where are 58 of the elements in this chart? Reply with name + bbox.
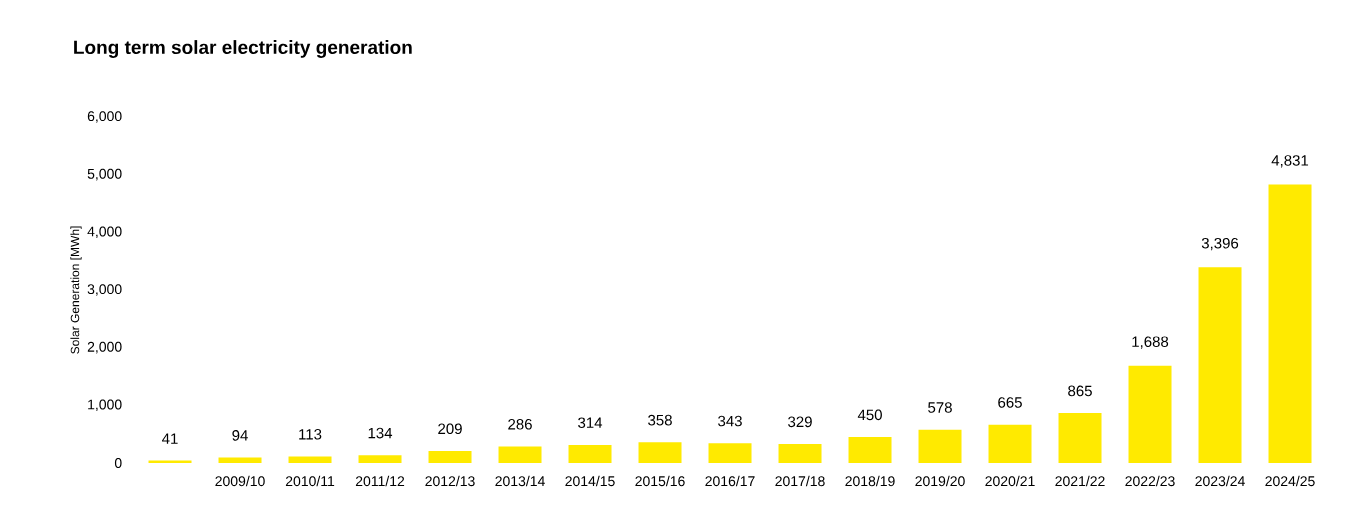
data-label: 329 [788, 416, 812, 428]
x-tick-label: 2009/10 [215, 475, 265, 487]
x-tick-label: 2010/11 [285, 475, 335, 487]
data-label: 286 [508, 419, 532, 430]
bar [848, 437, 892, 463]
data-label: 3,396 [1201, 237, 1239, 251]
x-tick-label: 2023/24 [1195, 475, 1245, 487]
bar [778, 444, 822, 463]
y-tick-label: 2,000 [87, 341, 122, 354]
bar [1268, 184, 1312, 463]
data-label: 134 [368, 427, 393, 439]
data-label: 209 [438, 423, 462, 435]
data-label: 113 [299, 428, 322, 440]
data-label: 865 [1068, 385, 1092, 397]
bar [428, 450, 472, 463]
y-tick-label: 4,000 [87, 226, 122, 239]
data-label: 450 [857, 409, 882, 421]
x-tick-label: 2015/16 [635, 475, 685, 487]
x-tick-label: 2014/15 [565, 475, 615, 487]
x-tick-label: 2016/17 [705, 475, 755, 487]
data-label: 41 [162, 433, 178, 444]
x-tick-label: 2013/14 [495, 475, 545, 487]
y-tick-label: 0 [114, 458, 122, 468]
chart-title: Long term solar electricity generation [74, 40, 412, 58]
x-tick-label: 2017/18 [775, 475, 825, 487]
bar [988, 424, 1032, 463]
x-tick-label: 2011/12 [355, 475, 405, 487]
bar [1058, 413, 1102, 463]
data-label: 343 [718, 415, 742, 427]
y-tick-label: 1,000 [88, 399, 122, 412]
x-tick-label: 2012/13 [425, 475, 475, 487]
x-tick-label: 2022/23 [1125, 475, 1175, 487]
bar [918, 429, 962, 463]
bar [288, 456, 332, 463]
data-label: 665 [998, 397, 1022, 408]
bar [568, 444, 612, 463]
data-label: 94 [232, 430, 248, 441]
y-tick-label: 5,000 [87, 168, 122, 181]
bar [638, 442, 682, 463]
x-tick-label: 2021/22 [1055, 475, 1105, 487]
data-label: 1,688 [1132, 336, 1169, 349]
y-tick-label: 3,000 [87, 284, 122, 296]
x-tick-label: 2019/20 [915, 475, 965, 487]
bar [1198, 267, 1242, 463]
x-tick-label: 2024/25 [1265, 475, 1315, 487]
y-axis-title: Solar Generation [MWh] [70, 226, 82, 354]
data-label: 4,831 [1271, 155, 1309, 168]
data-label: 578 [928, 402, 952, 413]
bar [358, 455, 402, 463]
x-tick-label: 2018/19 [845, 475, 895, 487]
y-tick-label: 6,000 [87, 111, 122, 123]
x-tick-label: 2020/21 [985, 475, 1035, 487]
bar [218, 457, 262, 463]
bar [1128, 365, 1172, 463]
bar [708, 443, 752, 463]
data-label: 314 [578, 417, 603, 428]
data-label: 358 [648, 414, 672, 426]
bar [498, 446, 542, 463]
